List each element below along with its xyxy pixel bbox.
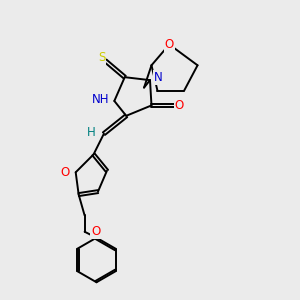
- Text: S: S: [98, 51, 106, 64]
- Text: O: O: [91, 225, 101, 238]
- Text: O: O: [60, 166, 69, 179]
- Text: N: N: [154, 71, 162, 84]
- Text: O: O: [175, 99, 184, 112]
- Text: NH: NH: [92, 93, 109, 106]
- Text: H: H: [87, 126, 96, 139]
- Text: O: O: [165, 38, 174, 51]
